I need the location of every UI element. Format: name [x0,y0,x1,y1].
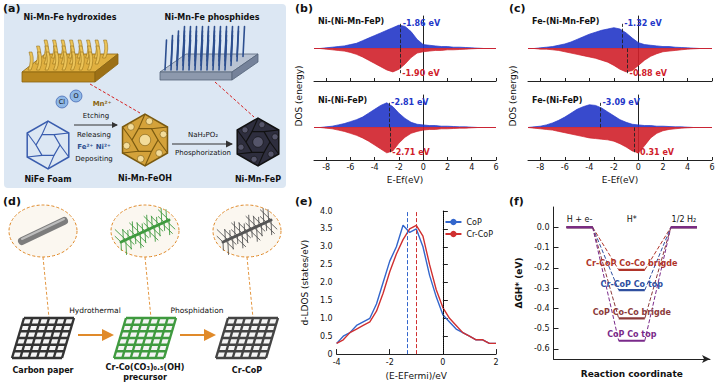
svg-text:-4: -4 [371,163,379,172]
svg-text:0: 0 [636,163,641,172]
svg-text:Fe-(Ni-FeP): Fe-(Ni-FeP) [532,96,582,105]
svg-text:0.0: 0.0 [537,223,550,232]
svg-text:3.5: 3.5 [320,224,333,233]
svg-text:ΔGH* (eV): ΔGH* (eV) [514,257,524,308]
svg-text:2: 2 [445,163,450,172]
svg-text:Cr-CoP: Cr-CoP [232,366,263,375]
svg-text:4: 4 [685,163,690,172]
svg-text:-1.32 eV: -1.32 eV [624,19,662,28]
svg-text:Ni-Mn-Fe phosphides: Ni-Mn-Fe phosphides [165,13,260,22]
svg-text:NiFe Foam: NiFe Foam [24,175,71,184]
svg-text:1.5: 1.5 [320,296,333,305]
svg-text:CoP Co-Co brigde: CoP Co-Co brigde [593,308,672,317]
svg-text:-8: -8 [322,163,330,172]
svg-text:E-Ef(eV): E-Ef(eV) [387,175,424,185]
svg-text:Phosphidation: Phosphidation [170,306,223,315]
svg-text:Ni-Mn-Fe hydroxides: Ni-Mn-Fe hydroxides [24,13,117,22]
svg-text:Carbon paper: Carbon paper [12,366,73,375]
svg-text:2.0: 2.0 [320,278,333,287]
svg-text:Cr-CoP Co top: Cr-CoP Co top [601,280,664,289]
svg-text:DOS (energy): DOS (energy) [508,66,518,127]
svg-text:Cr-CoP: Cr-CoP [466,230,493,239]
svg-text:Cr-Co(CO₃)₀.₅(OH): Cr-Co(CO₃)₀.₅(OH) [106,363,185,372]
svg-text:Cr-CoP Co-Co brigde: Cr-CoP Co-Co brigde [586,259,678,268]
svg-text:-4: -4 [585,163,593,172]
svg-text:0.5: 0.5 [320,332,333,341]
svg-text:NaH₂PO₂: NaH₂PO₂ [188,131,218,139]
html-text:(f): (f) [509,195,524,208]
svg-text:-2: -2 [386,358,394,367]
svg-text:CoP Co top: CoP Co top [607,330,656,339]
html-text:(b): (b) [295,2,313,15]
svg-text:Etching: Etching [83,112,109,120]
html-text:(c): (c) [509,2,526,15]
svg-text:-0.4: -0.4 [534,304,550,313]
svg-text:Phosphorization: Phosphorization [175,149,231,157]
svg-text:-6: -6 [346,163,354,172]
svg-text:E-Ef(eV): E-Ef(eV) [602,175,639,185]
svg-text:1/2 H₂: 1/2 H₂ [672,215,697,224]
svg-text:2.5: 2.5 [320,260,333,269]
html-text:(a): (a) [3,2,21,15]
svg-text:Mn²⁺: Mn²⁺ [93,100,112,108]
svg-text:1.0: 1.0 [320,314,333,323]
svg-text:Hydrothermal: Hydrothermal [69,306,121,315]
svg-text:-2.71 eV: -2.71 eV [392,148,430,157]
svg-text:-8: -8 [536,163,544,172]
svg-text:-1.86 eV: -1.86 eV [403,19,441,28]
svg-text:H*: H* [627,215,637,224]
svg-text:Fe²⁺ Ni²⁺: Fe²⁺ Ni²⁺ [77,143,111,151]
svg-text:0: 0 [421,163,426,172]
svg-text:-0.1: -0.1 [534,243,550,252]
svg-text:Reaction coordinate: Reaction coordinate [581,369,683,379]
html-text:(d): (d) [3,195,21,208]
svg-text:6: 6 [493,163,498,172]
svg-text:H + e-: H + e- [567,215,593,224]
svg-text:2: 2 [493,358,498,367]
svg-text:-2: -2 [395,163,403,172]
svg-text:Ni-Mn-FeOH: Ni-Mn-FeOH [118,174,172,183]
svg-text:-0.31 eV: -0.31 eV [637,148,675,157]
svg-text:-2.81 eV: -2.81 eV [391,98,429,107]
svg-text:0: 0 [440,358,445,367]
svg-text:precursor: precursor [123,373,167,382]
svg-text:Ni-Mn-FeP: Ni-Mn-FeP [235,175,281,184]
svg-text:-1.90 eV: -1.90 eV [402,69,440,78]
svg-text:Depositing: Depositing [75,155,113,163]
svg-text:-0.6: -0.6 [534,344,550,353]
svg-text:6: 6 [709,163,714,172]
svg-text:-2: -2 [610,163,618,172]
svg-text:O: O [73,92,78,100]
svg-text:CoP: CoP [466,218,481,227]
svg-text:4: 4 [469,163,474,172]
svg-text:DOS (energy): DOS (energy) [294,66,304,127]
svg-text:-0.3: -0.3 [534,284,550,293]
svg-text:d-LDOS (states/eV): d-LDOS (states/eV) [300,240,310,326]
svg-text:-3.09 eV: -3.09 eV [602,98,640,107]
svg-text:Ni-(Ni-Mn-FeP): Ni-(Ni-Mn-FeP) [318,17,384,26]
svg-text:Cl: Cl [59,98,66,106]
svg-text:2: 2 [660,163,665,172]
svg-text:3.0: 3.0 [320,242,333,251]
svg-text:Fe-(Ni-Mn-FeP): Fe-(Ni-Mn-FeP) [532,17,599,26]
svg-text:0: 0 [327,349,333,359]
svg-text:Releasing: Releasing [77,131,111,139]
svg-text:-0.88 eV: -0.88 eV [630,69,668,78]
html-text:(e): (e) [295,195,313,208]
svg-text:4.0: 4.0 [320,207,333,216]
svg-text:(E-EFermi)/eV: (E-EFermi)/eV [386,371,448,381]
svg-text:-6: -6 [561,163,569,172]
svg-text:-0.2: -0.2 [534,263,550,272]
svg-text:-4: -4 [333,358,341,367]
svg-text:-0.5: -0.5 [534,324,550,333]
svg-text:Ni-(Ni-FeP): Ni-(Ni-FeP) [318,96,367,105]
